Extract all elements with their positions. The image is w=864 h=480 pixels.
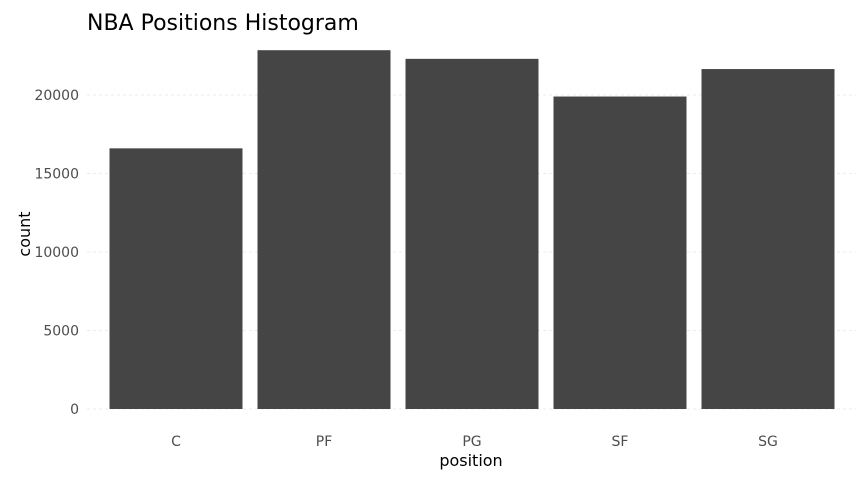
y-tick-label: 20000 bbox=[34, 88, 79, 104]
y-tick-label: 0 bbox=[70, 402, 79, 418]
x-tick-label: SG bbox=[758, 434, 778, 450]
bar-pf bbox=[257, 50, 391, 409]
x-tick-label: PG bbox=[462, 434, 481, 450]
y-tick-label: 15000 bbox=[34, 166, 79, 182]
x-axis-title: position bbox=[439, 451, 502, 470]
bar-sf bbox=[553, 96, 687, 410]
y-tick-label: 10000 bbox=[34, 245, 79, 261]
x-axis-ticks: C PF PG SF SG bbox=[171, 434, 778, 450]
bar-pg bbox=[405, 58, 539, 409]
bar-c bbox=[109, 148, 243, 410]
y-axis-title: count bbox=[15, 211, 34, 256]
y-axis-ticks: 0 5000 10000 15000 20000 bbox=[34, 88, 79, 418]
x-tick-label: C bbox=[171, 434, 181, 450]
bars bbox=[109, 50, 835, 410]
chart-title: NBA Positions Histogram bbox=[87, 11, 359, 36]
x-tick-label: SF bbox=[612, 434, 629, 450]
bar-sg bbox=[701, 69, 835, 409]
x-tick-label: PF bbox=[316, 434, 333, 450]
y-tick-label: 5000 bbox=[43, 323, 79, 339]
